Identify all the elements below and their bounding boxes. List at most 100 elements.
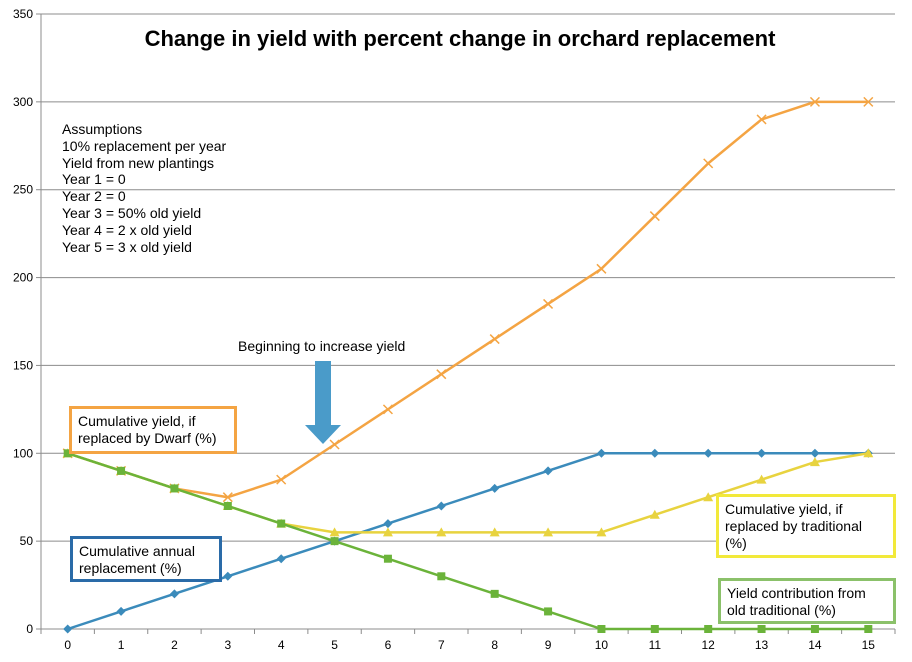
data-point-triangle [809,457,820,467]
data-point-triangle [756,474,767,484]
data-point-diamond [116,606,126,616]
data-point-x [756,114,767,125]
data-point-x [276,474,287,485]
data-point-x-stroke [543,298,554,309]
data-point-diamond [383,519,393,529]
data-point-square [277,519,286,528]
data-point-square [117,466,126,475]
x-tick-label: 14 [808,638,822,652]
data-point-diamond [223,571,233,581]
x-tick-label: 10 [595,638,609,652]
data-point-x [436,369,447,380]
data-point-x [329,439,340,450]
data-point-x [222,492,233,503]
data-point-square [650,625,659,633]
x-tick-label: 5 [331,638,338,652]
data-point-square [597,625,606,633]
assumption-line: Year 3 = 50% old yield [62,204,202,221]
data-point-x [703,158,714,169]
data-point-x [543,298,554,309]
x-tick-label: 13 [755,638,769,652]
data-point-triangle [489,527,500,537]
x-tick-label: 8 [491,638,498,652]
data-point-x-stroke [489,334,500,345]
data-point-x [649,211,660,222]
data-point-square [864,625,873,633]
data-point-square [223,502,232,510]
data-point-triangle [649,509,660,519]
callout-replacement: Cumulative annual replacement (%) [70,536,222,582]
arrow-annotation-label: Beginning to increase yield [238,338,406,354]
data-point-square [704,625,713,633]
data-point-triangle [863,448,874,458]
series-line-diamond [67,452,869,631]
x-tick-label: 9 [545,638,552,652]
arrow-head [305,425,341,444]
arrow-shaft [315,361,331,425]
x-tick-label: 2 [171,638,178,652]
data-point-diamond [63,624,73,634]
y-tick-label: 100 [13,446,33,460]
assumption-line: Year 5 = 3 x old yield [62,238,192,255]
x-tick-label: 7 [438,638,445,652]
data-point-triangle [596,527,607,537]
data-point-x [382,404,393,415]
chart-title: Change in yield with percent change in o… [144,26,776,51]
data-point-diamond [169,589,179,599]
y-tick-label: 150 [13,358,33,372]
x-tick-label: 12 [702,638,716,652]
data-point-triangle [382,527,393,537]
y-tick-label: 350 [13,7,33,21]
data-point-triangle [436,527,447,537]
x-tick-label: 0 [64,638,71,652]
callout-old: Yield contribution from old traditional … [718,578,896,624]
data-point-square [757,625,766,633]
data-point-x-stroke [276,474,287,485]
data-point-x-stroke [382,404,393,415]
x-tick-label: 1 [118,638,125,652]
down-arrow-icon [305,361,341,444]
data-point-diamond [757,448,767,458]
data-point-square [544,607,553,616]
data-point-diamond [810,448,820,458]
data-point-x [596,263,607,274]
data-point-triangle [543,527,554,537]
y-tick-label: 300 [13,95,33,109]
assumption-line: Year 2 = 0 [62,188,126,205]
assumption-line: Year 1 = 0 [62,171,126,188]
data-point-x-stroke [809,96,820,107]
data-point-x-stroke [596,263,607,274]
data-point-triangle [329,527,340,537]
callout-dwarf: Cumulative yield, if replaced by Dwarf (… [69,406,237,454]
data-point-x-stroke [436,369,447,380]
data-point-diamond [703,448,713,458]
data-point-square [330,537,339,546]
assumption-line: 10% replacement per year [62,137,227,154]
assumptions-annotation: Assumptions 10% replacement per year Yie… [62,121,226,255]
data-point-x-stroke [756,114,767,125]
y-tick-label: 50 [20,534,34,548]
data-point-x [863,96,874,107]
x-tick-label: 15 [862,638,876,652]
data-point-diamond [650,448,660,458]
data-point-x [489,334,500,345]
data-point-x-stroke [222,492,233,503]
series-group [62,96,874,634]
y-tick-label: 0 [26,622,33,636]
x-tick-label: 3 [224,638,231,652]
assumption-line: Assumptions [62,121,143,137]
data-point-x-stroke [863,96,874,107]
data-point-triangle [703,492,714,502]
data-point-diamond [596,448,606,458]
data-point-square [383,554,392,563]
data-point-diamond [490,483,500,493]
series-line-square [67,452,869,631]
y-tick-label: 200 [13,271,33,285]
assumption-line: Yield from new plantings [62,154,215,171]
data-point-square [810,625,819,633]
data-point-x-stroke [329,439,340,450]
data-point-x-stroke [649,211,660,222]
x-tick-label: 11 [649,638,662,652]
